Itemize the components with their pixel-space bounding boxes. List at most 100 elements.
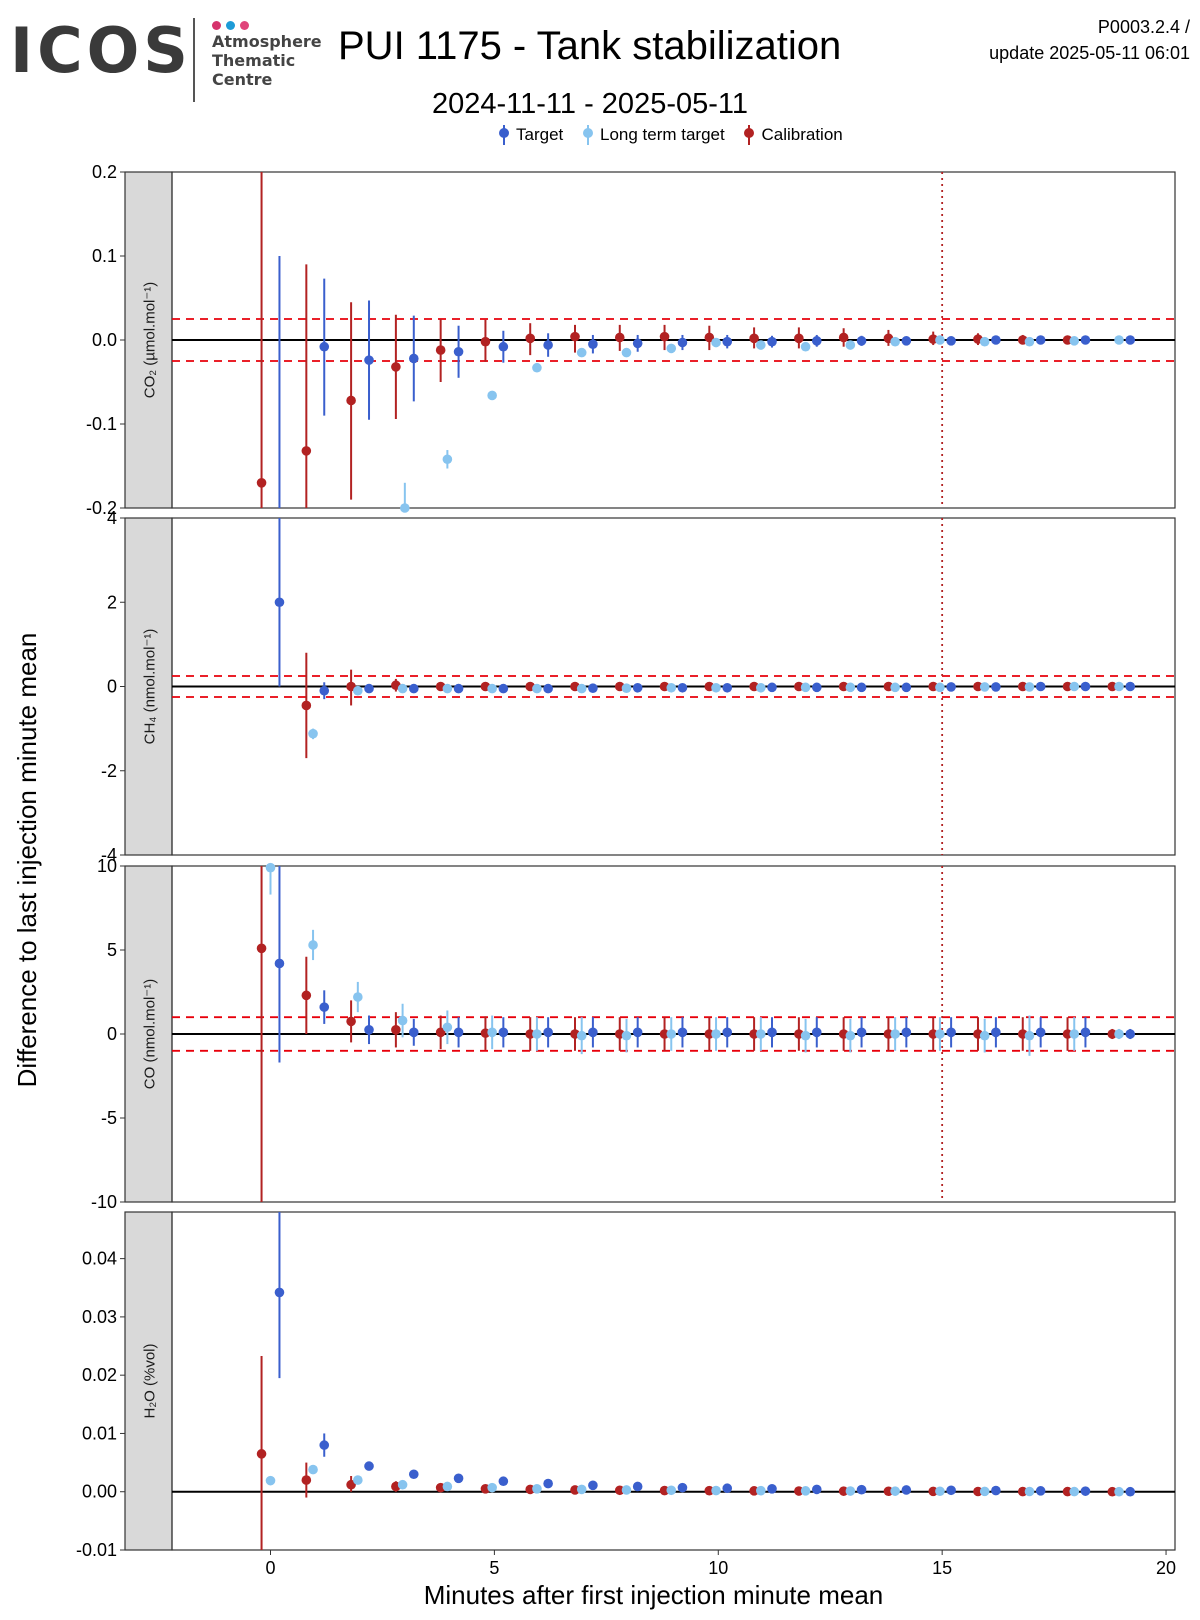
legend-item-calibration: Calibration	[743, 124, 843, 146]
calibration-point	[838, 332, 849, 343]
target-point	[811, 1027, 822, 1038]
target-point	[946, 682, 956, 692]
target-point	[901, 1485, 912, 1495]
longterm-point	[666, 343, 677, 354]
legend-label-calibration: Calibration	[761, 125, 843, 144]
legend: Target Long term target Calibration	[498, 124, 857, 151]
logo-subtitle: Atmosphere Thematic Centre	[212, 32, 322, 89]
longterm-point	[532, 362, 542, 373]
target-point	[991, 682, 1001, 692]
target-point	[1125, 1486, 1136, 1497]
logo-subtitle-line: Centre	[212, 70, 273, 89]
longterm-point	[576, 1030, 587, 1041]
target-point	[722, 1027, 733, 1038]
target-point	[901, 682, 912, 693]
logo-dot	[212, 21, 221, 30]
target-point	[632, 1481, 643, 1492]
calibration-point	[1017, 1486, 1028, 1497]
longterm-point	[1114, 335, 1124, 345]
y-tick-label: 0.0	[92, 330, 117, 350]
longterm-point	[487, 1027, 497, 1038]
target-point	[722, 682, 733, 693]
longterm-point	[1024, 336, 1035, 347]
longterm-point	[532, 683, 542, 694]
target-point	[498, 1027, 509, 1038]
longterm-point	[1069, 1486, 1080, 1497]
calibration-point	[883, 1486, 894, 1497]
target-point	[767, 336, 777, 347]
calibration-point	[883, 1029, 894, 1039]
longterm-point	[265, 862, 276, 873]
longterm-point	[353, 685, 363, 696]
longterm-point	[532, 1484, 542, 1494]
calibration-point	[570, 331, 580, 342]
target-point	[1080, 1027, 1091, 1038]
longterm-point	[442, 1481, 453, 1492]
panel-strip	[124, 517, 173, 856]
target-point	[588, 1480, 598, 1491]
target-point	[1080, 1486, 1091, 1496]
longterm-point	[1024, 1486, 1035, 1497]
target-point	[811, 336, 822, 346]
target-point	[1080, 335, 1091, 345]
calibration-point	[1062, 1486, 1073, 1497]
y-tick-label: 4	[107, 508, 117, 528]
longterm-point	[308, 728, 318, 739]
longterm-point	[890, 1029, 900, 1039]
target-point	[319, 1002, 330, 1012]
longterm-point	[711, 337, 721, 348]
target-point	[543, 340, 553, 350]
longterm-point	[756, 682, 766, 693]
target-point	[767, 1484, 777, 1494]
panel-strip-label: CH₄ (nmol.mol⁻¹)	[142, 629, 159, 745]
logo-subtitle-line: Atmosphere	[212, 32, 322, 51]
target-point	[319, 1440, 330, 1450]
y-tick-label: -0.1	[86, 414, 117, 434]
longterm-point	[890, 1486, 900, 1496]
target-point	[1035, 1486, 1046, 1496]
logo-dot	[226, 21, 235, 30]
calibration-point	[838, 1486, 849, 1496]
longterm-point	[1114, 1029, 1124, 1039]
y-tick-label: -4	[101, 845, 117, 865]
y-tick-label: 0.02	[82, 1365, 117, 1385]
longterm-point	[442, 454, 453, 465]
longterm-point	[890, 682, 900, 693]
target-point	[1125, 1029, 1136, 1039]
target-point	[588, 1027, 598, 1038]
longterm-point	[621, 1485, 632, 1495]
calibration-point	[256, 943, 267, 954]
longterm-point	[711, 1029, 721, 1039]
y-axis-title: Difference to last injection minute mean	[12, 633, 42, 1088]
x-tick-label: 5	[489, 1558, 499, 1578]
calibration-point	[928, 1029, 939, 1039]
y-tick-label: -2	[101, 761, 117, 781]
target-point	[722, 336, 733, 347]
longterm-point	[756, 1485, 766, 1496]
calibration-point	[704, 1485, 715, 1496]
calibration-point	[1107, 1486, 1118, 1497]
longterm-point	[1024, 682, 1035, 692]
panel-strip	[124, 865, 173, 1203]
target-point	[856, 1027, 867, 1038]
legend-item-long-term-target: Long term target	[582, 124, 725, 146]
target-point	[453, 683, 464, 694]
longterm-point	[1114, 1486, 1124, 1497]
calibration-point	[435, 1027, 446, 1038]
calibration-point	[391, 362, 401, 372]
calibration-point	[614, 1485, 625, 1496]
icos-logo: ICOS	[10, 14, 192, 87]
target-point	[1035, 335, 1046, 345]
calibration-point	[659, 1485, 670, 1496]
longterm-point	[1114, 681, 1124, 692]
calibration-point	[928, 1486, 939, 1497]
longterm-point	[487, 1482, 497, 1493]
longterm-point	[979, 336, 990, 347]
y-tick-label: 0.00	[82, 1482, 117, 1502]
target-point	[498, 1476, 509, 1487]
calibration-point	[704, 332, 715, 343]
longterm-point	[621, 347, 632, 358]
calibration-point	[301, 446, 312, 456]
target-point	[408, 353, 419, 364]
longterm-point	[845, 1486, 856, 1496]
